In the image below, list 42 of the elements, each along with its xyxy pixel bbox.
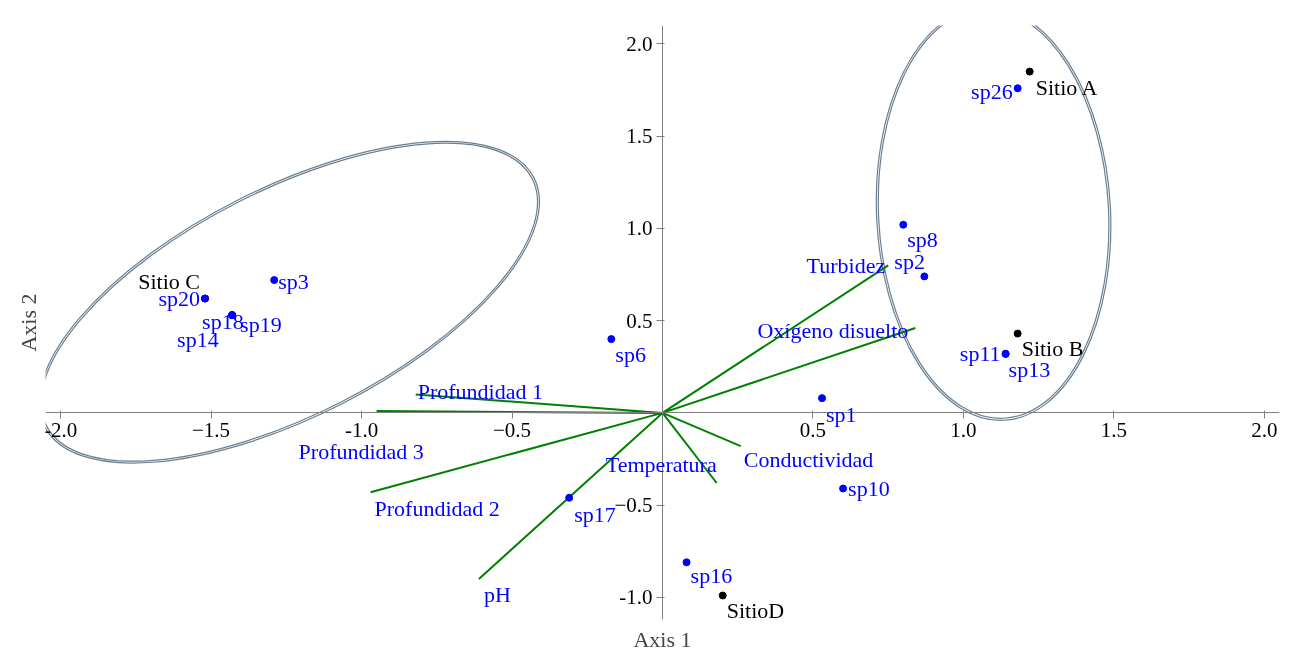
annotation: Profundidad 1 <box>417 378 543 404</box>
x-tick-label: 0.5 <box>799 417 827 442</box>
series-label: sp17 <box>574 502 616 528</box>
x-tick-label: 1.5 <box>1100 417 1128 442</box>
y-tick-label: −0.5 <box>614 493 653 518</box>
series-label: sp11 <box>959 341 1001 367</box>
x-tick-label: 1.0 <box>950 417 977 442</box>
point <box>1013 329 1022 338</box>
y-tick-label: 1.0 <box>626 216 653 241</box>
point <box>839 484 848 493</box>
y-tick-label: 0.5 <box>626 308 653 333</box>
annotation: Profundidad 2 <box>374 495 500 521</box>
annotation: Turbidez <box>806 252 886 278</box>
point <box>1013 84 1022 93</box>
series-label: sp26 <box>971 78 1013 104</box>
point <box>682 558 691 567</box>
series-label: sp10 <box>848 476 890 502</box>
x-axis-title: Axis 1 <box>633 626 692 652</box>
x-tick-label: 2.0 <box>1251 417 1278 442</box>
point <box>1025 67 1034 76</box>
point <box>920 272 929 281</box>
x-tick-label: −1.5 <box>191 417 231 442</box>
y-axis-title: Axis 2 <box>15 293 41 352</box>
annotation: pH <box>483 582 511 608</box>
point <box>718 591 727 600</box>
series-label: SitioD <box>726 598 785 624</box>
series-label: sp6 <box>615 341 646 367</box>
series-label: sp3 <box>278 268 309 294</box>
x-tick-label: −0.5 <box>492 417 532 442</box>
annotation: Conductividad <box>743 446 874 472</box>
x-tick-label: -2.0 <box>43 417 78 442</box>
y-tick-label: 1.5 <box>626 124 653 149</box>
series-label: sp16 <box>690 562 733 588</box>
series-label: sp1 <box>826 401 857 427</box>
point <box>565 493 574 502</box>
y-tick-label: -1.0 <box>619 585 653 610</box>
point <box>818 394 827 403</box>
series-label: Sitio A <box>1035 75 1098 101</box>
point <box>270 276 279 285</box>
y-tick-label: 2.0 <box>626 31 653 56</box>
point <box>607 335 616 344</box>
point <box>899 220 908 229</box>
